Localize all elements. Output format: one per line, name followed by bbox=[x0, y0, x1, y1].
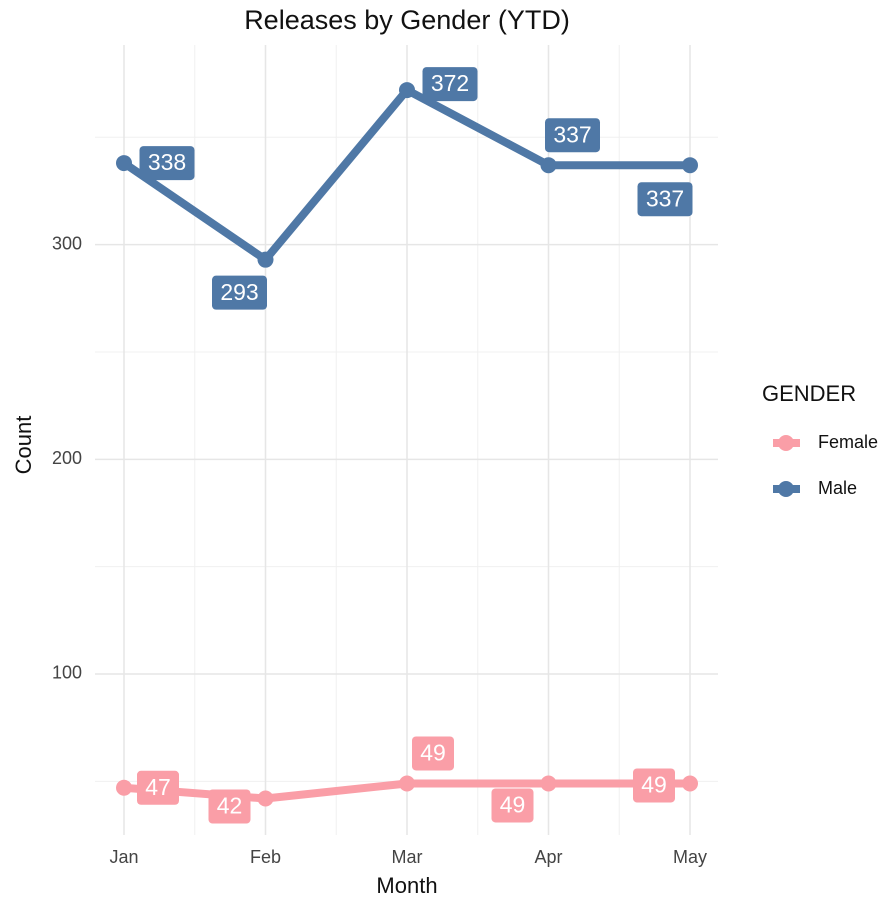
point bbox=[257, 251, 274, 268]
x-axis-title: Month bbox=[376, 873, 437, 898]
x-tick-label: May bbox=[673, 847, 707, 867]
label-box bbox=[139, 146, 195, 181]
point bbox=[116, 155, 132, 172]
data-label: 372 bbox=[431, 70, 469, 96]
point bbox=[682, 157, 698, 174]
y-tick-label: 200 bbox=[52, 448, 82, 468]
x-tick-label: Jan bbox=[109, 847, 138, 867]
label-box bbox=[545, 118, 600, 153]
label-box bbox=[422, 67, 478, 102]
data-label: 337 bbox=[646, 185, 684, 211]
y-tick-label: 100 bbox=[52, 663, 82, 683]
x-tick-label: Apr bbox=[534, 847, 562, 867]
point bbox=[682, 775, 698, 792]
point bbox=[399, 82, 415, 99]
data-label: 338 bbox=[148, 149, 186, 175]
data-label: 293 bbox=[220, 279, 258, 305]
data-label: 42 bbox=[217, 793, 243, 819]
legend-key bbox=[778, 481, 794, 497]
legend-label: Female bbox=[818, 432, 878, 452]
data-label: 47 bbox=[145, 774, 171, 800]
y-axis-title: Count bbox=[11, 416, 36, 475]
label-box bbox=[637, 182, 693, 217]
x-tick-label: Mar bbox=[392, 847, 423, 867]
y-tick-label: 300 bbox=[52, 233, 82, 253]
legend-label: Male bbox=[818, 478, 857, 498]
data-label: 49 bbox=[420, 740, 446, 766]
chart-title: Releases by Gender (YTD) bbox=[244, 5, 570, 35]
point bbox=[257, 790, 274, 807]
label-box bbox=[208, 789, 251, 824]
point bbox=[399, 775, 415, 792]
label-box bbox=[412, 736, 454, 771]
point bbox=[540, 157, 557, 174]
point bbox=[116, 779, 132, 796]
point bbox=[540, 775, 557, 792]
legend-title: GENDER bbox=[762, 381, 856, 406]
label-box bbox=[633, 768, 675, 803]
label-box bbox=[137, 770, 179, 805]
data-label: 49 bbox=[641, 772, 667, 798]
data-label: 337 bbox=[553, 121, 591, 147]
label-box bbox=[212, 275, 267, 310]
label-box bbox=[491, 788, 534, 823]
x-tick-label: Feb bbox=[250, 847, 281, 867]
data-label: 49 bbox=[500, 792, 526, 818]
legend-key bbox=[778, 435, 794, 451]
